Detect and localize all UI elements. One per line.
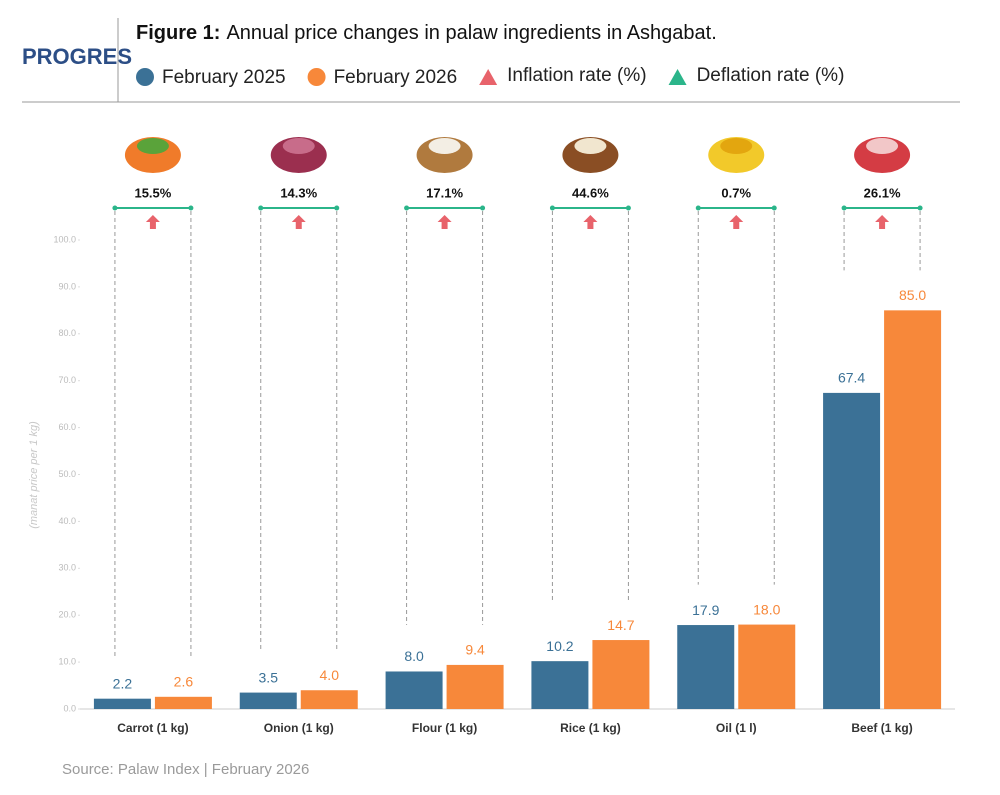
legend-marker	[668, 69, 687, 85]
value-label: 17.9	[692, 602, 719, 618]
icon	[282, 138, 315, 154]
rate-bracket-end	[549, 205, 555, 211]
bar	[738, 624, 796, 709]
rate-label: 17.1%	[426, 185, 463, 200]
value-label: 85.0	[899, 287, 926, 303]
rate-bracket-end	[334, 205, 340, 211]
y-tick-label: 50.0	[58, 469, 76, 479]
rate-bracket-end	[771, 205, 777, 211]
rate-label: 14.3%	[280, 185, 317, 200]
value-label: 10.2	[546, 638, 573, 654]
rate-bracket-end	[841, 205, 847, 211]
bar	[592, 640, 650, 709]
inflation-arrow	[145, 215, 160, 229]
y-tick-label: 10.0	[58, 656, 76, 666]
rate-bracket-end	[625, 205, 631, 211]
rate-label: 44.6%	[572, 185, 609, 200]
bar	[154, 696, 212, 709]
inflation-arrow	[875, 215, 890, 229]
rate-bracket-end	[188, 205, 194, 211]
legend-marker	[479, 69, 498, 85]
legend-label: February 2026	[334, 67, 458, 88]
inflation-arrow	[291, 215, 306, 229]
value-label: 4.0	[320, 667, 340, 683]
icon	[136, 138, 169, 154]
value-label: 2.6	[174, 674, 194, 690]
value-label: 9.4	[465, 642, 485, 658]
y-tick-label: 70.0	[58, 375, 76, 385]
logo: PROGRES	[22, 44, 132, 69]
bar	[239, 692, 297, 709]
value-label: 67.4	[838, 370, 865, 386]
rate-label: 15.5%	[134, 185, 171, 200]
legend-marker	[136, 68, 154, 86]
y-tick-label: 40.0	[58, 516, 76, 526]
legend-label: Inflation rate (%)	[507, 65, 646, 86]
title-prefix: Figure 1:	[136, 22, 220, 44]
inflation-arrow	[583, 215, 598, 229]
icon	[720, 138, 753, 154]
y-axis-label: (manat price per 1 kg)	[28, 421, 40, 529]
bar	[531, 661, 589, 709]
y-tick-label: 30.0	[58, 563, 76, 573]
chart-title: Figure 1: Annual price changes in palaw i…	[136, 22, 717, 44]
bar	[300, 690, 358, 709]
rate-bracket-end	[404, 205, 410, 211]
value-label: 3.5	[259, 669, 279, 685]
x-tick-label: Carrot (1 kg)	[117, 721, 188, 735]
rate-bracket-end	[917, 205, 923, 211]
x-tick-label: Beef (1 kg)	[851, 721, 912, 735]
bar	[677, 625, 735, 709]
value-label: 8.0	[404, 648, 424, 664]
inflation-arrow	[437, 215, 452, 229]
source: Source: Palaw Index | February 2026	[62, 761, 309, 778]
rate-label: 0.7%	[721, 185, 751, 200]
bar	[446, 664, 504, 709]
inflation-arrow	[729, 215, 744, 229]
value-label: 18.0	[753, 601, 780, 617]
icon	[428, 138, 461, 154]
rate-label: 26.1%	[864, 185, 901, 200]
x-tick-label: Oil (1 l)	[716, 721, 757, 735]
title-text: Annual price changes in palaw ingredient…	[226, 22, 716, 44]
bar	[93, 698, 151, 709]
y-tick-label: 60.0	[58, 422, 76, 432]
rate-bracket-end	[258, 205, 264, 211]
rate-bracket-end	[480, 205, 486, 211]
y-tick-label: 0.0	[63, 703, 76, 713]
y-tick-label: 90.0	[58, 281, 76, 291]
legend-marker	[307, 68, 326, 86]
bar	[884, 310, 942, 709]
rate-bracket-end	[695, 205, 701, 211]
y-tick-label: 100.0	[53, 234, 76, 244]
x-tick-label: Onion (1 kg)	[264, 721, 334, 735]
y-tick-label: 20.0	[58, 610, 76, 620]
bar	[823, 392, 881, 709]
x-tick-label: Flour (1 kg)	[412, 721, 477, 735]
y-tick-label: 80.0	[58, 328, 76, 338]
legend-label: February 2025	[162, 67, 286, 88]
legend-label: Deflation rate (%)	[697, 65, 845, 86]
icon	[574, 138, 607, 154]
x-tick-label: Rice (1 kg)	[560, 721, 621, 735]
rate-bracket-end	[112, 205, 118, 211]
value-label: 14.7	[607, 617, 634, 633]
icon	[866, 138, 899, 154]
bar	[385, 671, 443, 709]
value-label: 2.2	[113, 675, 133, 691]
